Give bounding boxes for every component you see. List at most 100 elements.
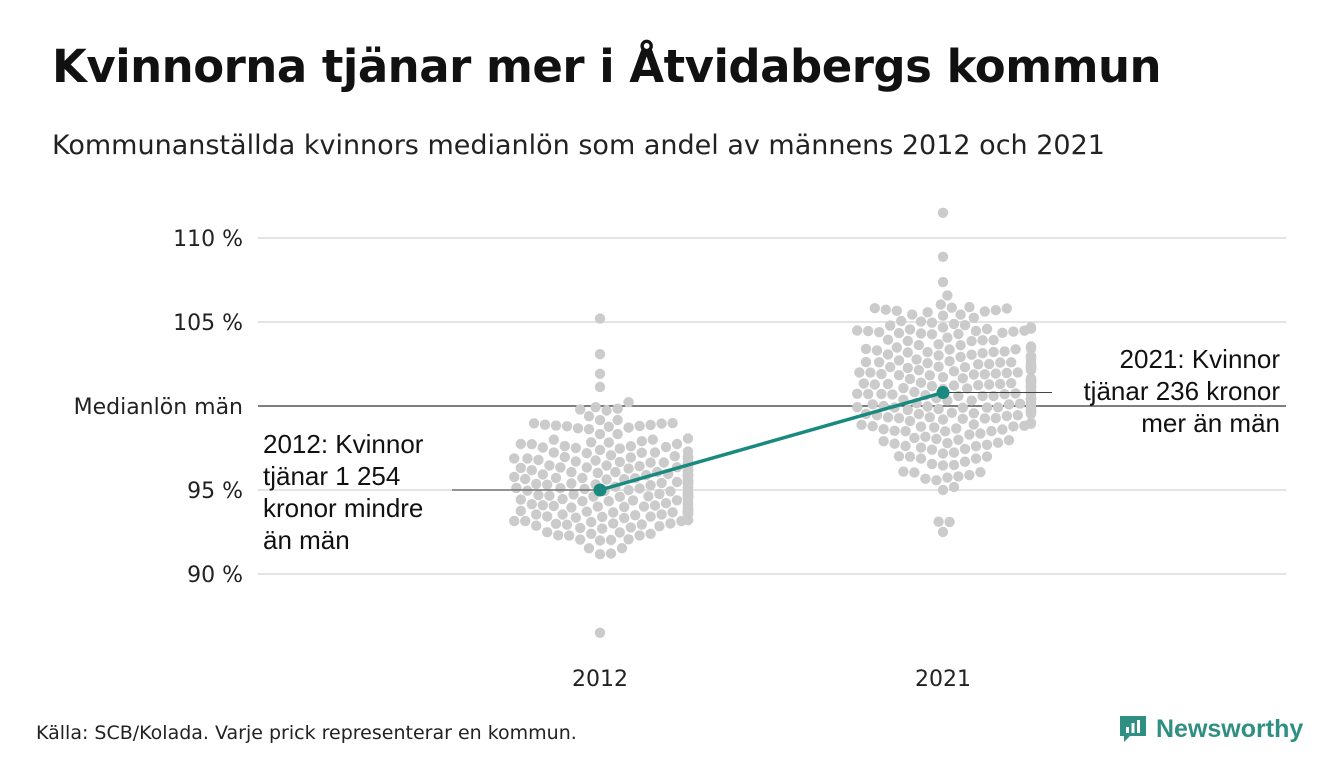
- municipality-dot: [984, 358, 995, 370]
- municipality-dot: [647, 434, 658, 445]
- municipality-dot: [988, 390, 999, 402]
- municipality-dot: [645, 480, 656, 491]
- municipality-dot: [634, 420, 645, 432]
- municipality-dot: [682, 446, 694, 457]
- municipality-dot: [533, 489, 544, 501]
- municipality-dot: [614, 527, 625, 538]
- municipality-dot: [937, 460, 949, 471]
- municipality-dot: [594, 414, 606, 426]
- municipality-dot: [904, 373, 916, 385]
- municipality-dot: [946, 407, 957, 418]
- municipality-dot: [586, 516, 597, 528]
- municipality-dot: [904, 324, 916, 335]
- municipality-dot: [665, 518, 676, 529]
- municipality-dot: [874, 327, 885, 338]
- municipality-dot: [988, 346, 999, 358]
- municipality-dot: [937, 207, 949, 218]
- municipality-dot: [656, 509, 667, 520]
- y-tick-label: 90 %: [187, 563, 243, 588]
- municipality-dot: [968, 419, 979, 430]
- municipality-dot: [975, 467, 986, 478]
- municipality-dot: [623, 397, 634, 408]
- municipality-dot: [1003, 399, 1015, 410]
- municipality-dot: [570, 456, 581, 467]
- municipality-dot: [656, 418, 667, 429]
- municipality-dot: [913, 408, 924, 420]
- municipality-dot: [548, 500, 559, 512]
- municipality-dot: [968, 408, 979, 419]
- municipality-dot: [966, 349, 977, 360]
- municipality-dot: [539, 419, 551, 430]
- municipality-dot: [645, 457, 656, 468]
- municipality-dot: [937, 526, 949, 538]
- municipality-dot: [531, 478, 542, 490]
- municipality-dot: [885, 320, 896, 331]
- municipality-dot: [654, 521, 665, 532]
- municipality-dot: [867, 399, 878, 410]
- municipality-dot: [660, 498, 672, 509]
- municipality-dot: [926, 458, 938, 470]
- municipality-dot: [1025, 373, 1037, 384]
- municipality-dot: [966, 395, 977, 406]
- municipality-dot: [568, 489, 579, 500]
- municipality-dot: [649, 447, 661, 458]
- annotation-text-2012: än män: [263, 525, 350, 555]
- municipality-dot: [542, 527, 553, 538]
- municipality-dot: [625, 441, 636, 452]
- municipality-dot: [893, 327, 905, 339]
- municipality-dot: [643, 491, 654, 502]
- municipality-dot: [526, 439, 537, 450]
- municipality-dot: [964, 301, 975, 313]
- municipality-dot: [623, 463, 634, 474]
- municipality-dot: [509, 471, 520, 483]
- municipality-dot: [959, 362, 971, 373]
- municipality-dot: [544, 490, 555, 501]
- annotation-text-2021: 2021: Kvinnor: [1120, 344, 1281, 374]
- municipality-dot: [889, 425, 900, 436]
- municipality-dot: [605, 534, 617, 546]
- municipality-dot: [533, 454, 544, 466]
- annotation-leaders: [452, 392, 1052, 491]
- municipality-dot: [948, 380, 960, 391]
- municipality-dot: [586, 528, 597, 539]
- municipality-dot: [515, 462, 526, 474]
- municipality-dot: [979, 413, 990, 424]
- municipality-dot: [572, 423, 584, 434]
- municipality-dot: [937, 448, 949, 459]
- municipality-dot: [887, 389, 898, 400]
- municipality-dot: [605, 450, 617, 461]
- municipality-dot: [933, 361, 944, 372]
- municipality-dot: [581, 506, 592, 517]
- municipality-dot: [902, 362, 913, 374]
- chart-subtitle: Kommunanställda kvinnors medianlön som a…: [52, 130, 1105, 161]
- municipality-dot: [616, 543, 628, 554]
- municipality-dot: [891, 342, 902, 353]
- municipality-dot: [1012, 410, 1023, 421]
- municipality-dot: [933, 350, 944, 361]
- municipality-dot: [937, 322, 949, 333]
- municipality-dot: [1001, 410, 1012, 422]
- municipality-dot: [959, 320, 971, 331]
- municipality-dot: [603, 496, 614, 507]
- municipality-dot: [902, 335, 913, 347]
- municipality-dot: [911, 354, 922, 365]
- municipality-dot: [942, 332, 953, 343]
- municipality-dot: [601, 460, 612, 471]
- municipality-dot: [537, 442, 548, 453]
- brand-logo[interactable]: Newsworthy: [1118, 714, 1303, 744]
- municipality-dot: [1008, 326, 1019, 337]
- municipality-dot: [937, 414, 949, 425]
- municipality-dot: [575, 534, 586, 545]
- municipality-dot: [909, 432, 920, 444]
- newsworthy-logo-icon: [1120, 716, 1146, 742]
- municipality-dot: [634, 461, 645, 472]
- municipality-dot: [893, 370, 905, 381]
- municipality-dot: [594, 549, 606, 560]
- municipality-dot: [990, 305, 1001, 316]
- municipality-dot: [893, 451, 905, 462]
- municipality-dot: [942, 290, 953, 301]
- municipality-dot: [583, 543, 595, 554]
- municipality-dot: [612, 428, 623, 440]
- municipality-dot: [594, 428, 606, 440]
- municipality-dot: [1003, 435, 1015, 446]
